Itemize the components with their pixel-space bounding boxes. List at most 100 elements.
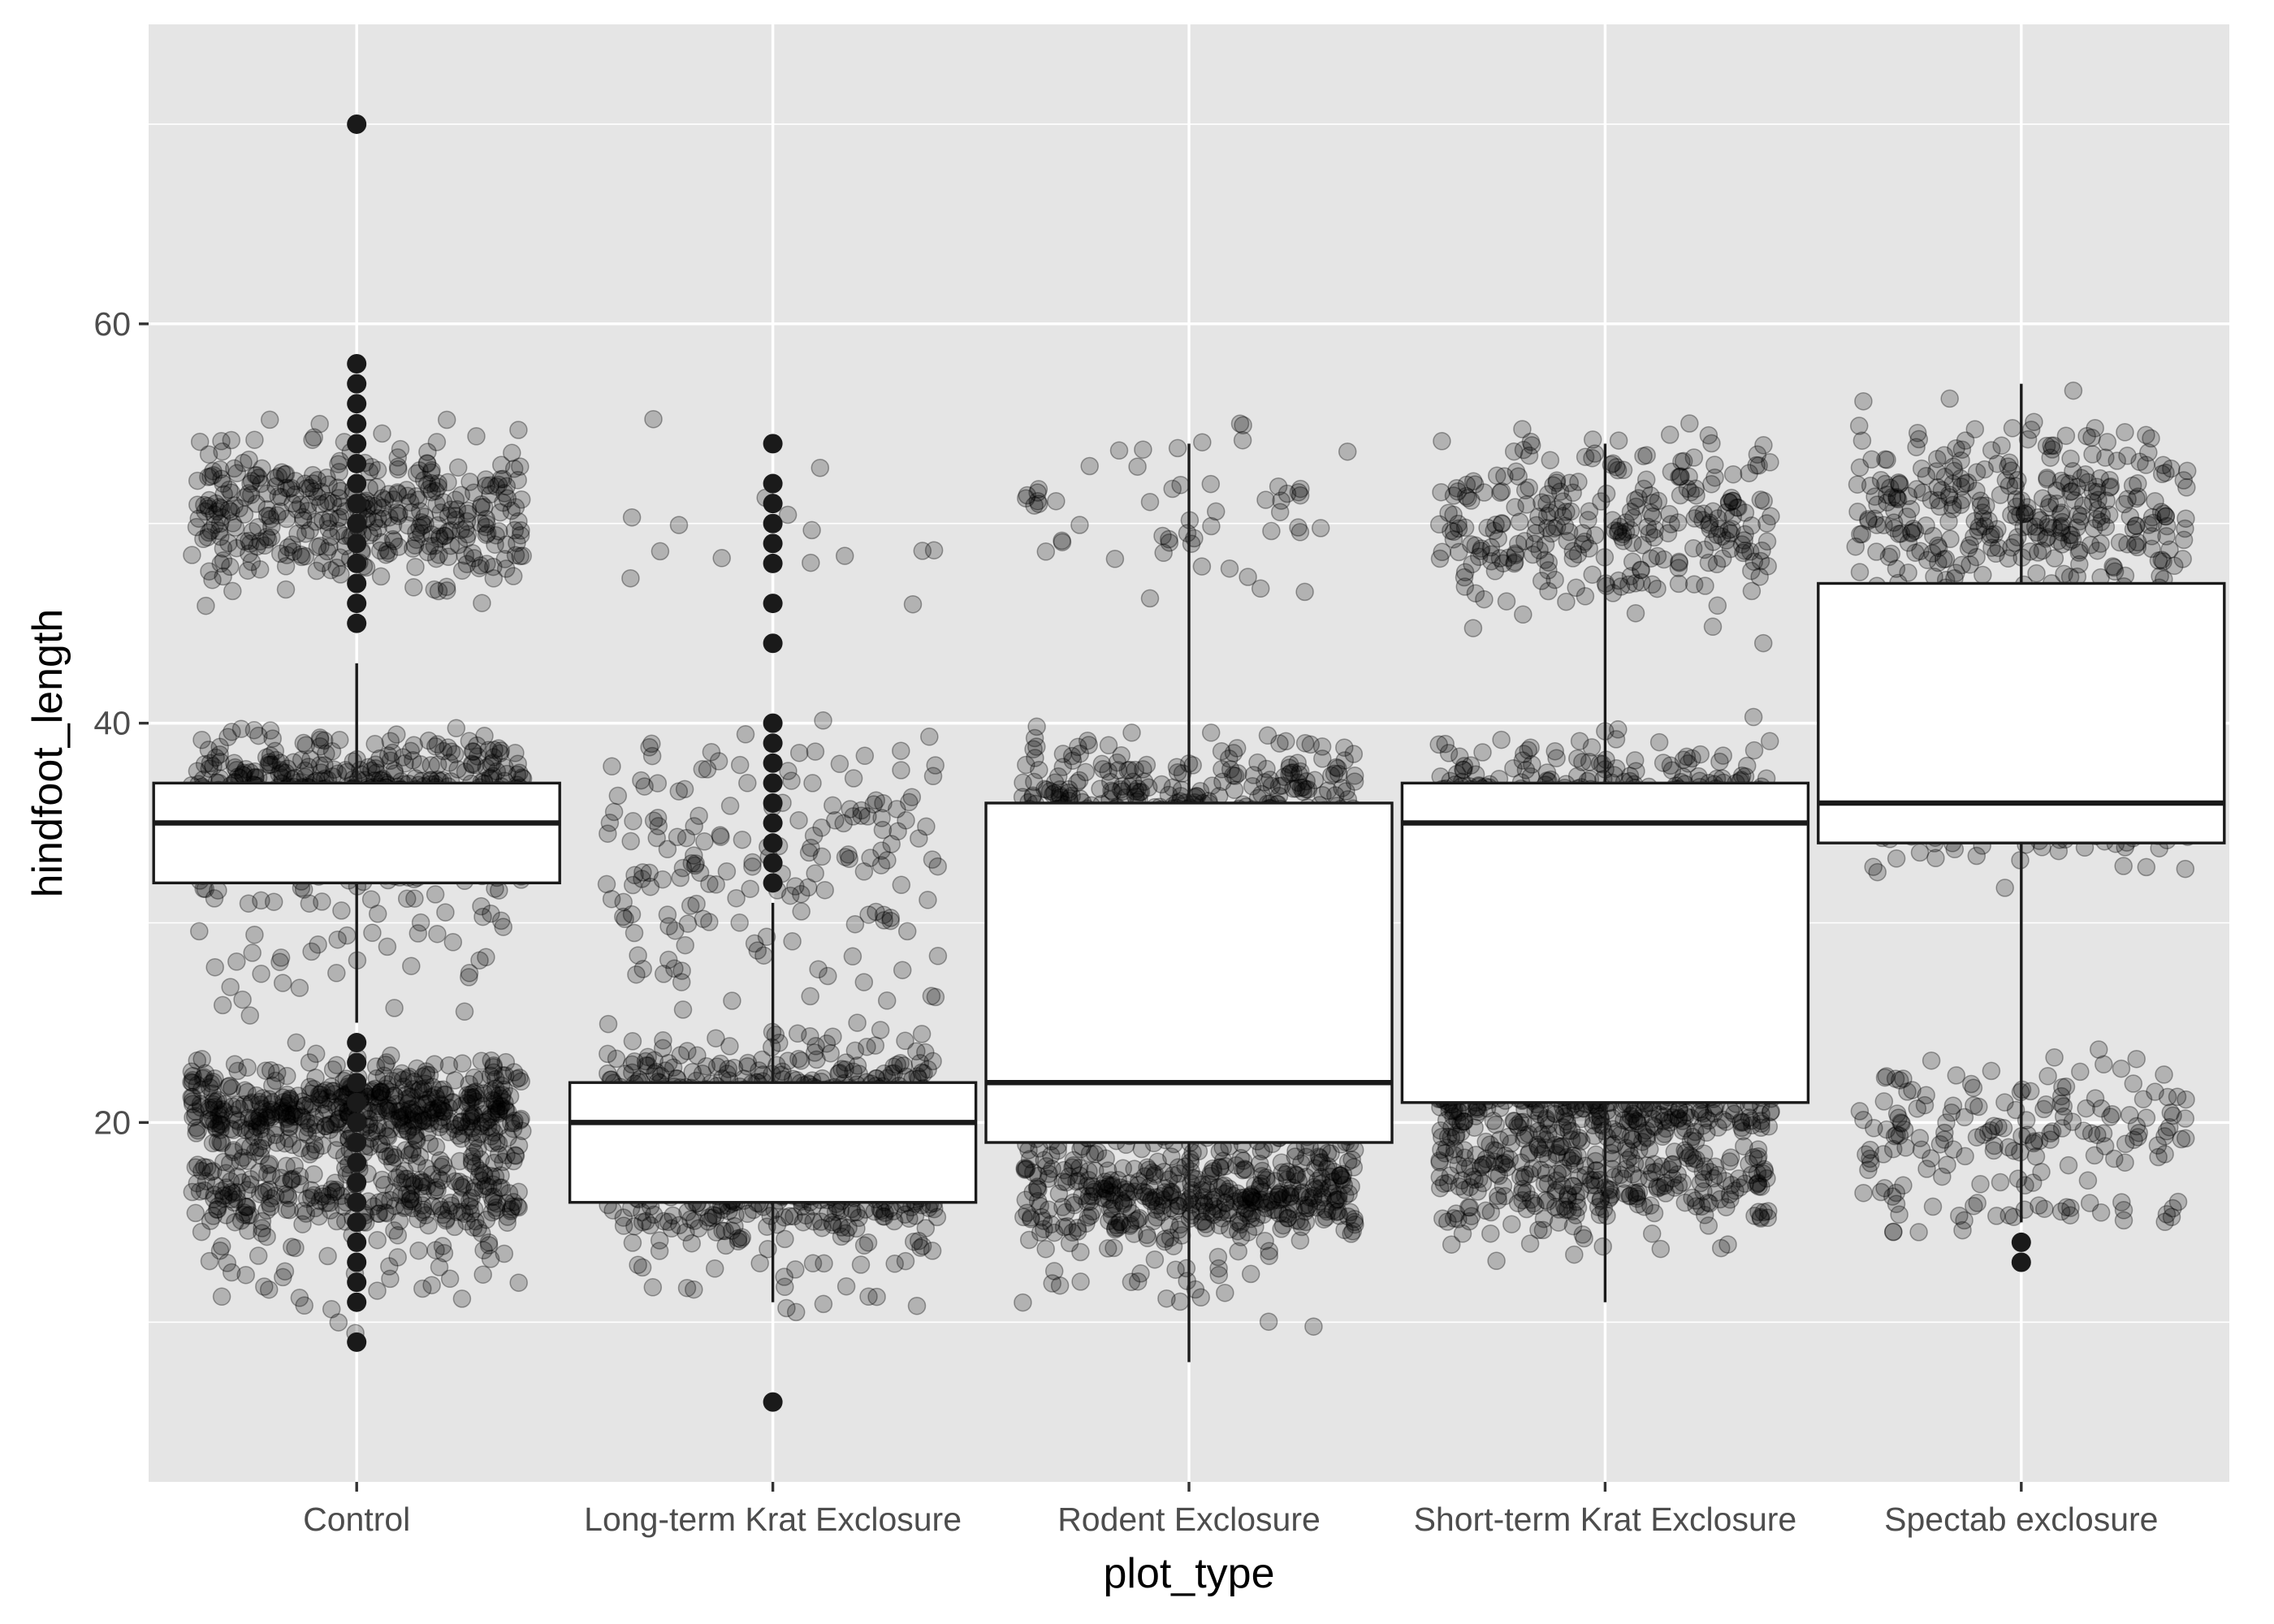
jitter-point [426, 885, 445, 904]
jitter-point [483, 754, 502, 772]
jitter-point [1018, 486, 1037, 505]
jitter-point [850, 1208, 868, 1228]
jitter-point [381, 751, 400, 771]
jitter-point [404, 539, 422, 558]
jitter-point [252, 474, 270, 494]
jitter-point [249, 469, 268, 487]
jitter-point [253, 1224, 271, 1242]
jitter-point [422, 463, 441, 482]
jitter-point [473, 594, 491, 612]
jitter-point [379, 543, 399, 563]
jitter-point [1264, 1200, 1282, 1220]
jitter-point [405, 889, 424, 908]
jitter-point [222, 502, 240, 521]
jitter-point [824, 796, 842, 815]
jitter-point [1201, 474, 1221, 494]
jitter-point [736, 725, 755, 744]
jitter-point [1201, 723, 1221, 742]
jitter-point [255, 536, 275, 555]
jitter-point [1335, 1220, 1354, 1240]
jitter-point [503, 443, 521, 463]
jitter-point [277, 509, 296, 529]
jitter-point [367, 477, 386, 497]
jitter-point [1054, 1217, 1074, 1237]
jitter-point [1694, 504, 1714, 523]
jitter-point [227, 1167, 247, 1186]
jitter-point [266, 469, 285, 488]
jitter-point [428, 755, 447, 774]
jitter-point [422, 473, 441, 493]
jitter-point [368, 1281, 387, 1300]
jitter-point [603, 757, 621, 776]
jitter-point [258, 530, 278, 549]
jitter-point [1109, 441, 1129, 460]
jitter-point [428, 516, 447, 535]
jitter-point [1053, 531, 1071, 551]
jitter-point [225, 754, 244, 773]
jitter-point [453, 1054, 472, 1073]
jitter-point [802, 520, 821, 540]
jitter-point [244, 720, 264, 740]
jitter-point [504, 567, 523, 585]
jitter-point [1027, 717, 1046, 736]
jitter-point [1067, 773, 1087, 793]
jitter-point [431, 503, 450, 522]
jitter-point [1192, 557, 1212, 576]
jitter-point [730, 914, 749, 932]
jitter-point [1462, 491, 1481, 510]
jitter-point [384, 532, 404, 551]
jitter-point [280, 1200, 299, 1220]
jitter-point [429, 474, 447, 493]
jitter-point [1475, 590, 1494, 609]
jitter-point [478, 555, 496, 573]
jitter-point [199, 1110, 218, 1129]
jitter-point [1674, 451, 1693, 471]
jitter-point [1757, 514, 1776, 533]
jitter-point [733, 1228, 752, 1247]
jitter-point [283, 1169, 302, 1189]
jitter-point [279, 479, 299, 499]
jitter-point [283, 535, 301, 555]
jitter-point [1224, 744, 1243, 762]
jitter-point [477, 758, 496, 777]
jitter-point [711, 826, 729, 844]
jitter-point [235, 532, 254, 551]
jitter-point [303, 465, 322, 485]
jitter-point [219, 533, 238, 553]
jitter-point [323, 494, 343, 512]
jitter-point [248, 537, 266, 556]
jitter-point [1036, 1239, 1055, 1259]
jitter-point [309, 935, 327, 954]
jitter-point [457, 512, 477, 531]
jitter-point [1251, 579, 1270, 598]
jitter-point [222, 483, 241, 502]
jitter-point [643, 1278, 663, 1297]
jitter-point [412, 513, 431, 532]
jitter-point [814, 1294, 833, 1314]
jitter-point [434, 1155, 453, 1174]
jitter-point [479, 741, 498, 760]
jitter-point [614, 892, 633, 912]
jitter-point [1085, 1161, 1105, 1180]
jitter-point [623, 1233, 642, 1252]
jitter-point [668, 827, 687, 847]
jitter-point [1269, 776, 1289, 796]
jitter-point [396, 754, 414, 773]
jitter-point [1111, 1178, 1130, 1197]
jitter-point [1744, 707, 1763, 727]
jitter-point [249, 726, 268, 745]
jitter-point [599, 1064, 617, 1083]
jitter-point [489, 1145, 508, 1164]
jitter-point [410, 461, 429, 480]
jitter-point [206, 494, 226, 513]
jitter-point [373, 424, 391, 443]
jitter-point [505, 520, 525, 540]
jitter-point [815, 1254, 833, 1273]
jitter-point [331, 508, 350, 527]
jitter-point [412, 525, 430, 543]
jitter-point [792, 902, 811, 921]
jitter-point [720, 1037, 739, 1056]
jitter-point [270, 544, 290, 564]
jitter-point [489, 739, 508, 758]
jitter-point [1191, 1288, 1210, 1307]
